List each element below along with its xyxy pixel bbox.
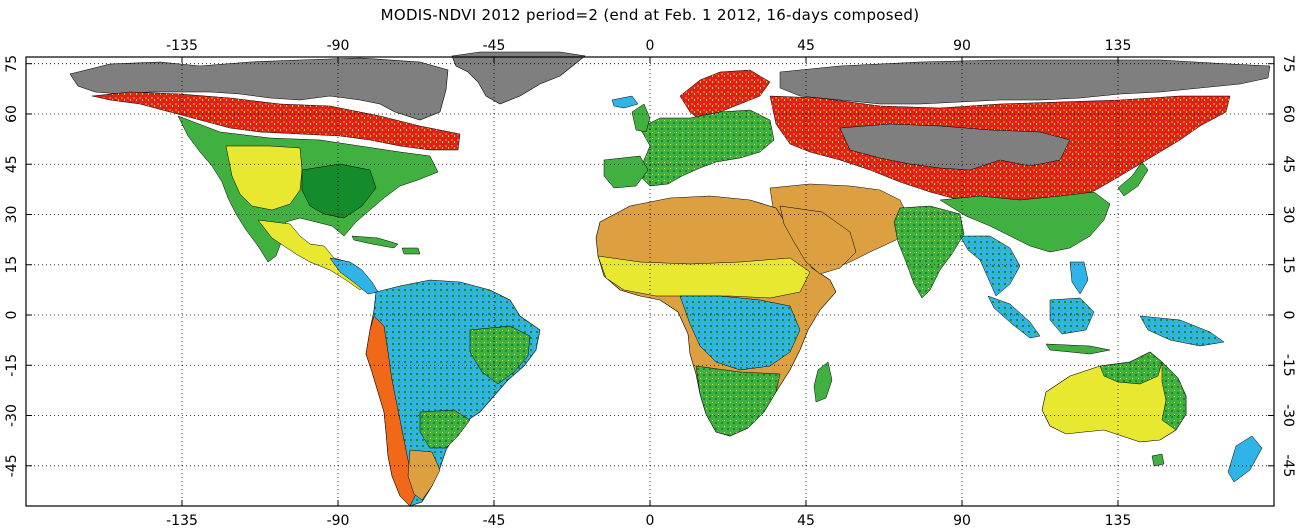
argentina-pampas <box>419 409 471 449</box>
map-title: MODIS-NDVI 2012 period=2 (end at Feb. 1 … <box>380 6 920 24</box>
top-longitude-ticks: -135 -90 -45 0 45 90 135 <box>166 38 1131 63</box>
right-latitude-label: 60 <box>1280 105 1296 123</box>
madagascar <box>813 361 833 403</box>
africa-sahel <box>597 255 811 299</box>
bottom-longitude-label: 45 <box>797 513 815 529</box>
siberia-grey <box>779 59 1271 105</box>
hispaniola <box>401 247 421 255</box>
left-latitude-label: 75 <box>4 55 20 73</box>
bottom-longitude-label: 0 <box>646 513 655 529</box>
africa-south <box>695 365 781 437</box>
china <box>939 191 1111 253</box>
graticule <box>26 57 1274 506</box>
bottom-longitude-label: 135 <box>1105 513 1132 529</box>
right-latitude-label: 0 <box>1280 311 1296 320</box>
right-latitude-label: 15 <box>1280 256 1296 274</box>
patagonia <box>407 449 441 501</box>
new-guinea <box>1139 315 1225 347</box>
left-latitude-label: -15 <box>4 354 20 377</box>
philippines <box>1069 261 1089 295</box>
central-america <box>329 257 379 295</box>
tasmania <box>1151 453 1165 467</box>
africa-central <box>679 295 801 371</box>
arabia <box>779 205 857 275</box>
southeast-asia <box>959 235 1021 297</box>
australia-east <box>1161 361 1187 431</box>
right-latitude-label: 45 <box>1280 155 1296 173</box>
left-latitude-ticks: 75 60 45 30 15 0 -15 -30 -45 <box>4 55 32 477</box>
left-latitude-label: -45 <box>4 454 20 477</box>
indonesia-borneo <box>1049 297 1095 335</box>
left-latitude-label: 15 <box>4 256 20 274</box>
europe-west <box>639 109 775 187</box>
bottom-longitude-label: -135 <box>166 513 198 529</box>
bottom-longitude-label: -90 <box>327 513 350 529</box>
right-latitude-label: -15 <box>1280 354 1296 377</box>
greenland <box>451 51 586 105</box>
central-asia-grey <box>839 123 1071 171</box>
cuba <box>351 235 399 249</box>
bottom-longitude-ticks: -135 -90 -45 0 45 90 135 <box>166 500 1131 529</box>
australia-north <box>1099 351 1163 385</box>
brazil-east <box>469 325 531 385</box>
bottom-longitude-label: -45 <box>483 513 506 529</box>
top-longitude-label: 90 <box>953 38 971 54</box>
bottom-longitude-label: 90 <box>953 513 971 529</box>
top-longitude-label: -45 <box>483 38 506 54</box>
right-latitude-label: -45 <box>1280 454 1296 477</box>
indonesia-sumatra <box>987 295 1041 339</box>
top-longitude-label: 45 <box>797 38 815 54</box>
north-america-arctic <box>69 57 449 121</box>
left-latitude-label: -30 <box>4 404 20 427</box>
iberia <box>603 155 649 189</box>
left-latitude-label: 30 <box>4 206 20 224</box>
top-longitude-label: -135 <box>166 38 198 54</box>
top-longitude-label: -90 <box>327 38 350 54</box>
iceland <box>611 95 639 109</box>
top-longitude-label: 0 <box>646 38 655 54</box>
left-latitude-label: 0 <box>4 311 20 320</box>
india <box>893 205 965 299</box>
land-layer <box>69 51 1271 507</box>
south-america-andes <box>365 315 417 507</box>
new-zealand <box>1227 435 1263 483</box>
japan <box>1117 161 1149 197</box>
right-latitude-ticks: 75 60 45 30 15 0 -15 -30 -45 <box>1268 55 1296 477</box>
left-latitude-label: 45 <box>4 155 20 173</box>
north-america-boreal <box>91 91 461 151</box>
usa-east <box>301 163 377 219</box>
right-latitude-label: 30 <box>1280 206 1296 224</box>
usa-plains <box>225 145 303 211</box>
indonesia-java <box>1045 343 1111 355</box>
right-latitude-label: 75 <box>1280 55 1296 73</box>
top-longitude-label: 135 <box>1105 38 1132 54</box>
left-latitude-label: 60 <box>4 105 20 123</box>
uk-ireland <box>631 103 651 133</box>
right-latitude-label: -30 <box>1280 404 1296 427</box>
